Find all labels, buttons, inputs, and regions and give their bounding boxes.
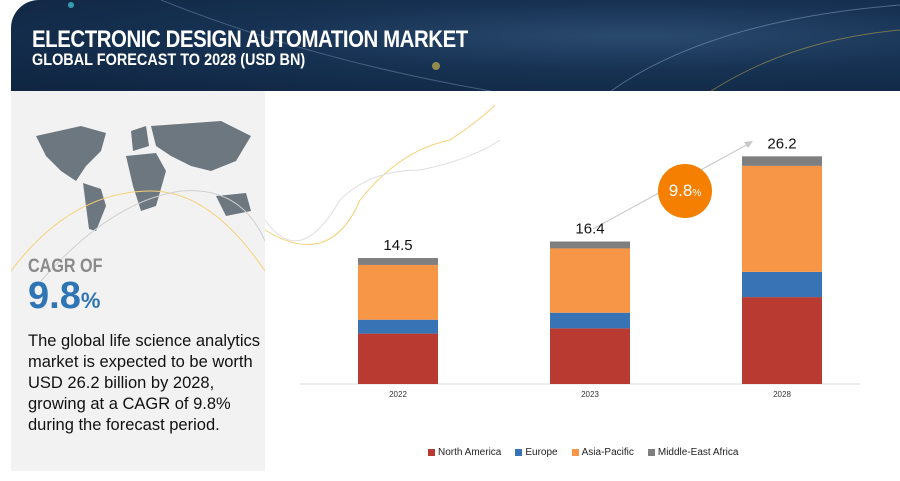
badge-unit: % bbox=[692, 188, 702, 199]
legend-swatch bbox=[647, 449, 655, 456]
bar-segment-middle-east-africa-2022 bbox=[358, 257, 438, 265]
decorative-curve bbox=[264, 104, 496, 245]
bar-segment-asia-pacific-2028 bbox=[742, 165, 822, 272]
bar-segment-europe-2022 bbox=[358, 319, 438, 334]
page-subtitle: GLOBAL FORECAST TO 2028 (USD BN) bbox=[32, 50, 306, 69]
bar-total-label: 16.4 bbox=[575, 220, 604, 237]
legend-swatch bbox=[515, 449, 523, 456]
bar-segment-europe-2023 bbox=[550, 312, 630, 329]
growth-arrow-head bbox=[744, 141, 753, 148]
header-banner: ELECTRONIC DESIGN AUTOMATION MARKET GLOB… bbox=[11, 0, 900, 91]
cagr-number: 9.8 bbox=[28, 275, 81, 317]
bar-total-label: 14.5 bbox=[383, 237, 412, 254]
legend-swatch bbox=[571, 449, 579, 456]
legend-item: North America bbox=[428, 447, 501, 458]
legend-item: Middle-East Africa bbox=[647, 447, 739, 458]
cagr-value: 9.8% bbox=[28, 275, 100, 318]
x-tick-label: 2022 bbox=[389, 390, 407, 399]
chart-legend: North America Europe Asia-Pacific Middle-Ea… bbox=[428, 447, 738, 458]
bar-segment-middle-east-africa-2028 bbox=[742, 156, 822, 166]
legend-label: Asia-Pacific bbox=[581, 447, 634, 458]
summary-panel: CAGR OF 9.8% The global life science ana… bbox=[11, 91, 265, 471]
bar-segment-north-america-2028 bbox=[742, 297, 822, 384]
legend-swatch bbox=[428, 449, 435, 456]
bar-segment-north-america-2023 bbox=[550, 328, 630, 384]
legend-label: North America bbox=[438, 447, 502, 458]
bar-segment-europe-2028 bbox=[742, 271, 822, 298]
cagr-badge: 9.8% bbox=[658, 164, 712, 218]
legend-item: Europe bbox=[515, 447, 558, 458]
bar-segment-asia-pacific-2023 bbox=[550, 248, 630, 313]
header-background-lines bbox=[68, 0, 900, 91]
legend-label: Europe bbox=[525, 447, 558, 458]
bar-total-label: 26.2 bbox=[767, 135, 796, 152]
bar-segment-middle-east-africa-2023 bbox=[550, 241, 630, 249]
x-tick-label: 2028 bbox=[773, 390, 791, 399]
legend-item: Asia-Pacific bbox=[571, 447, 634, 458]
world-map-icon bbox=[36, 121, 251, 231]
x-tick-label: 2023 bbox=[581, 390, 599, 399]
bar-segment-asia-pacific-2022 bbox=[358, 264, 438, 320]
cagr-label: CAGR OF bbox=[28, 256, 103, 277]
cagr-unit: % bbox=[80, 288, 101, 313]
legend-label: Middle-East Africa bbox=[657, 447, 739, 458]
badge-value: 9.8 bbox=[668, 181, 693, 200]
page-title: ELECTRONIC DESIGN AUTOMATION MARKET bbox=[32, 26, 468, 53]
decorative-curves bbox=[11, 190, 265, 282]
market-description: The global life science analytics market… bbox=[28, 332, 261, 434]
decorative-curve bbox=[264, 139, 501, 242]
bar-segment-north-america-2022 bbox=[358, 333, 438, 384]
